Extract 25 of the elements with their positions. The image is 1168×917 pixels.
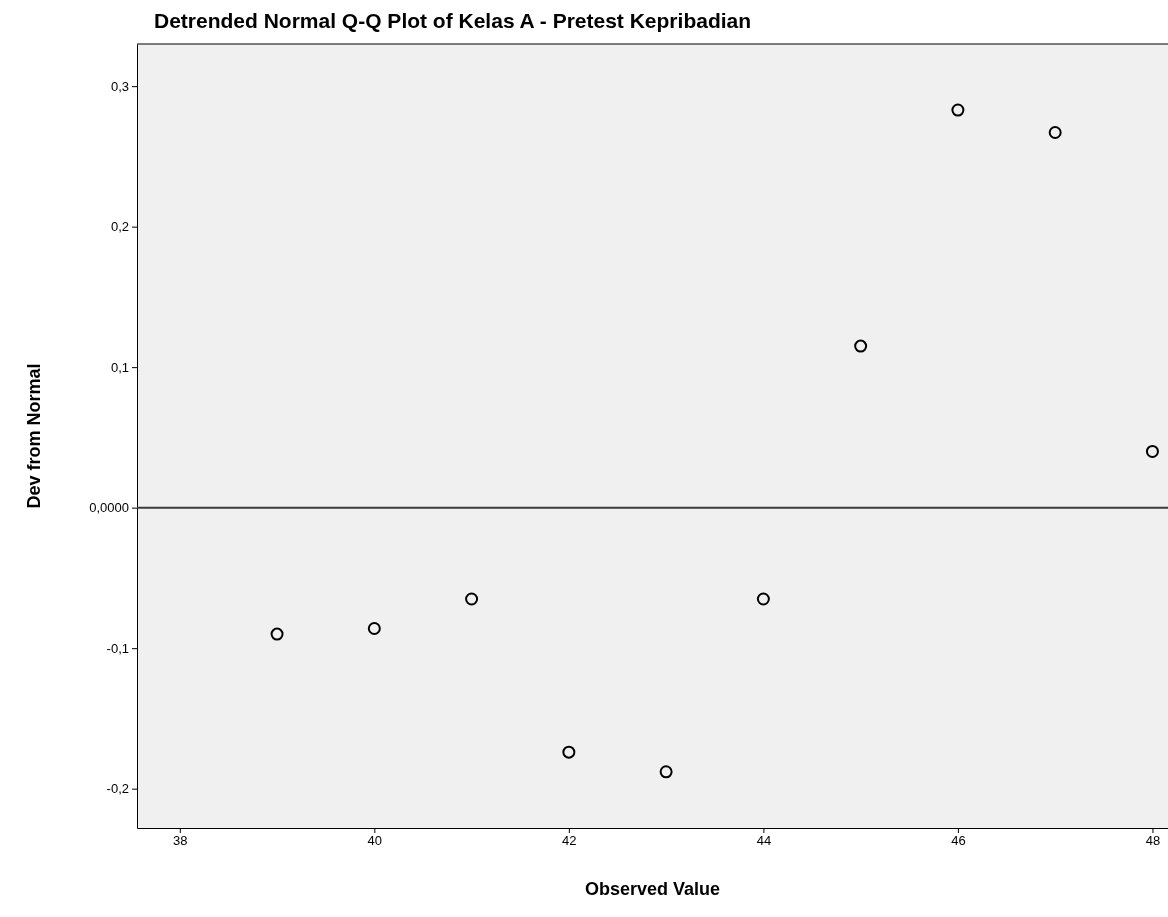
x-tick-label: 44 — [756, 833, 772, 849]
point — [854, 339, 868, 353]
y-tick-label: 0,0000 — [89, 500, 129, 516]
y-axis-title: Dev from Normal — [24, 363, 44, 509]
x-tick-label: 48 — [1145, 833, 1161, 849]
point — [1048, 126, 1062, 139]
y-tick-label: -0,2 — [106, 781, 129, 797]
x-tick-label: 40 — [367, 833, 383, 849]
x-tick-label: 38 — [173, 833, 188, 849]
x-tick-label: 42 — [562, 833, 577, 849]
y-tick-label: -0,1 — [106, 640, 129, 656]
x-axis-title: Observed Value — [584, 879, 721, 899]
point — [659, 765, 673, 779]
point — [270, 627, 284, 641]
point — [562, 745, 576, 759]
x-tick-label: 46 — [951, 833, 966, 849]
y-tick-label: 0,1 — [110, 359, 129, 375]
y-tick-label: 0,3 — [110, 78, 129, 94]
point — [465, 592, 479, 606]
point — [1145, 444, 1159, 458]
y-tick-label: 0,2 — [110, 219, 129, 235]
chart-title: Detrended Normal Q-Q Plot of Kelas A - Pretest Kepribadian — [154, 9, 752, 32]
point — [756, 592, 770, 606]
point — [367, 622, 381, 635]
point — [951, 103, 965, 117]
